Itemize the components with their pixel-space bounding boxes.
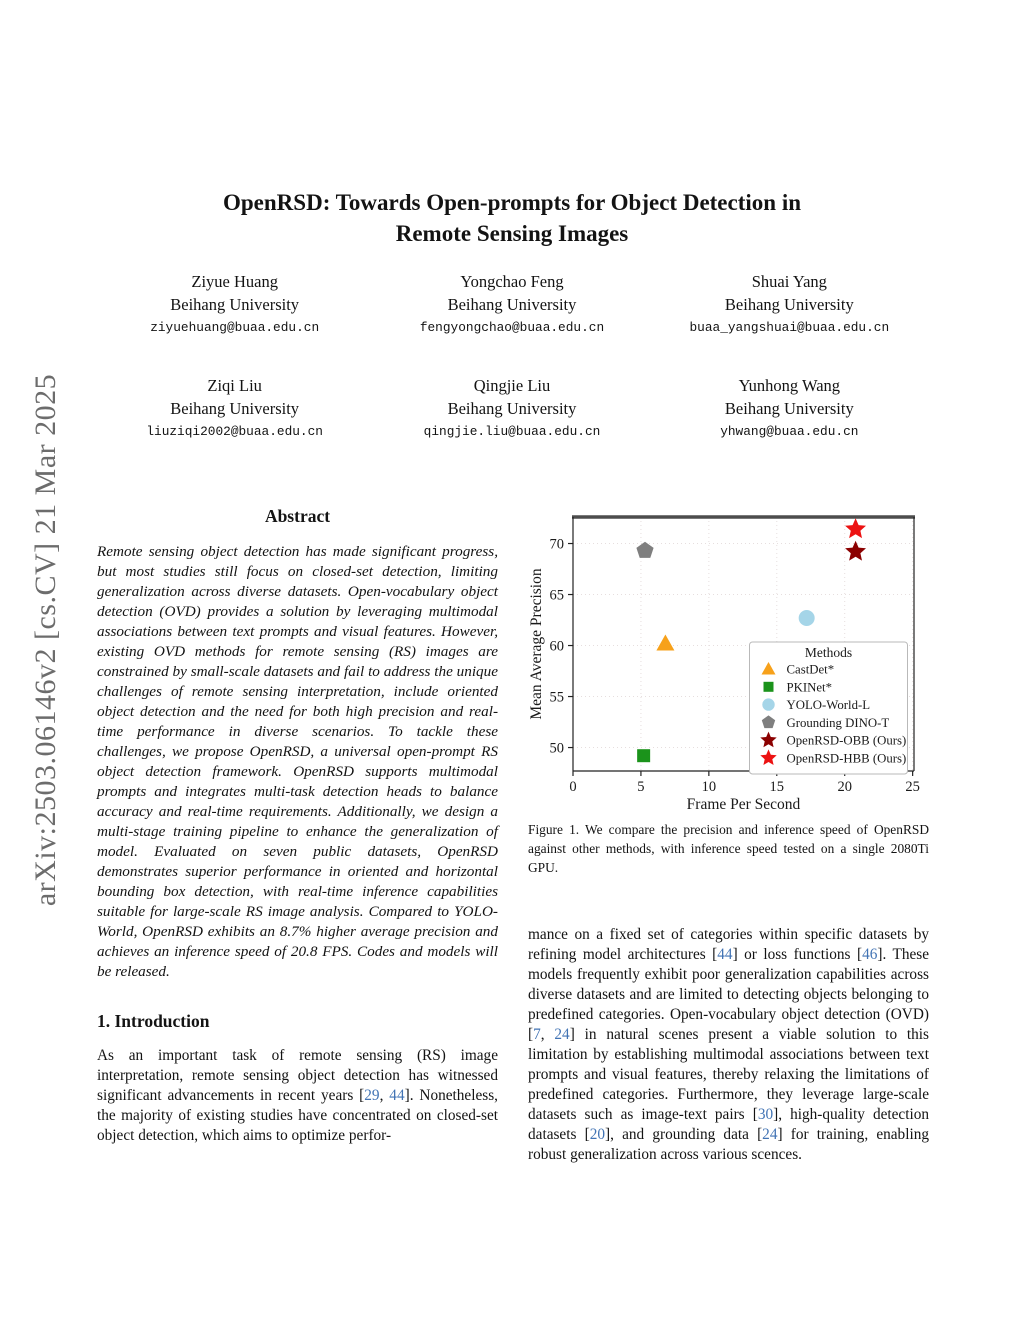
abstract-heading: Abstract [264,506,331,526]
svg-text:55: 55 [550,690,565,706]
svg-text:65: 65 [550,588,565,604]
legend-label: OpenRSD-OBB (Ours) [787,734,907,748]
abstract-text: Remote sensing object detection has made… [97,543,498,980]
author-affiliation: Beihang University [170,295,300,314]
citation-link[interactable]: 44 [389,1086,405,1104]
point-pkinet- [637,749,651,763]
author-email-link[interactable]: liuziqi2002@buaa.edu.cn [146,424,323,439]
point-yolo-world-l [798,609,815,626]
authors-row-2: Ziqi Liu Beihang University liuziqi2002@… [96,374,928,442]
author-name: Ziqi Liu [207,376,262,395]
author-affiliation: Beihang University [724,295,854,314]
legend-box [749,641,908,775]
author-affiliation: Beihang University [724,399,854,418]
svg-text:0: 0 [569,779,576,795]
citation-link[interactable]: 20 [589,1126,605,1143]
legend-marker-star [760,749,777,765]
author-block: Yunhong Wang Beihang University yhwang@b… [651,374,928,442]
citation-link[interactable]: 24 [554,1026,570,1043]
author-affiliation: Beihang University [447,295,577,314]
author-email-link[interactable]: yhwang@buaa.edu.cn [720,424,859,439]
svg-text:50: 50 [550,741,565,757]
svg-text:15: 15 [770,779,785,795]
legend-title: Methods [805,645,852,660]
legend-marker-triangle [761,662,776,675]
y-axis-label: Mean Average Precision [528,568,545,719]
svg-text:20: 20 [837,779,852,795]
author-name: Qingjie Liu [473,376,551,395]
point-openrsd-obb-ours- [845,540,866,561]
arxiv-watermark: arXiv:2503.06146v2 [cs.CV] 21 Mar 2025 [29,373,62,907]
legend-label: Grounding DINO-T [787,716,890,730]
svg-text:60: 60 [550,639,565,655]
figure1-chart: 0 5 10 15 20 25 50 55 60 65 70 Frame Per Second Mean… [528,515,920,813]
legend-label: PKINet* [787,680,833,694]
svg-text:10: 10 [702,779,717,795]
author-block: Ziqi Liu Beihang University liuziqi2002@… [96,374,373,442]
author-email-link[interactable]: qingjie.liu@buaa.edu.cn [423,424,601,439]
citation-link[interactable]: 44 [717,946,733,963]
author-block: Qingjie Liu Beihang University qingjie.l… [373,374,650,442]
paper-title-line1: OpenRSD: Towards Open-prompts for Object… [223,190,801,216]
citation-link[interactable]: 30 [757,1106,774,1123]
author-affiliation: Beihang University [170,399,300,418]
citation-link[interactable]: 29 [364,1086,380,1104]
svg-text:25: 25 [905,779,920,795]
point-grounding-dino-t [636,541,654,558]
left-column: Abstract Remote sensing object detection… [97,506,498,1146]
legend-label: YOLO-World-L [787,698,871,712]
author-email-link[interactable]: ziyuehuang@buaa.edu.cn [150,320,320,335]
point-castdet- [656,634,675,651]
citation-link[interactable]: 7 [533,1026,541,1043]
author-affiliation: Beihang University [447,399,577,418]
right-column-paragraph: mance on a fixed set of categories withi… [528,926,930,1163]
citation-link[interactable]: 24 [762,1126,778,1143]
author-block: Yongchao Feng Beihang University fengyon… [373,270,650,338]
author-name: Yongchao Feng [460,272,564,291]
author-name: Shuai Yang [751,272,827,291]
legend-marker-star [760,731,777,748]
svg-text:5: 5 [637,779,644,795]
legend-marker-square [763,681,774,692]
point-openrsd-hbb-ours- [845,518,866,539]
legend-label: OpenRSD-HBB (Ours) [787,752,907,766]
figure1-caption: Figure 1. We compare the precision and i… [528,822,929,875]
svg-text:70: 70 [550,537,565,553]
introduction-paragraph: As an important task of remote sensing (… [97,1047,498,1144]
citation-link[interactable]: 46 [862,946,878,963]
paper-title-line2: Remote Sensing Images [395,221,629,247]
right-column: 0 5 10 15 20 25 50 55 60 65 70 Frame Per Second Mean… [528,511,929,1165]
section-heading-introduction: 1. Introduction [97,1011,210,1031]
author-block: Ziyue Huang Beihang University ziyuehuan… [96,270,373,338]
author-email-link[interactable]: buaa_yangshuai@buaa.edu.cn [689,320,890,335]
author-name: Ziyue Huang [191,272,278,291]
author-email-link[interactable]: fengyongchao@buaa.edu.cn [419,320,605,335]
paper-title: OpenRSD: Towards Open-prompts for Object… [0,187,1024,249]
legend-marker-circle [762,698,775,711]
authors-row-1: Ziyue Huang Beihang University ziyuehuan… [96,270,928,338]
author-name: Yunhong Wang [738,376,841,395]
legend-marker-pentagon [761,715,776,729]
x-axis-label: Frame Per Second [687,796,801,813]
legend-label: CastDet* [787,663,835,677]
author-block: Shuai Yang Beihang University buaa_yangs… [651,270,928,338]
